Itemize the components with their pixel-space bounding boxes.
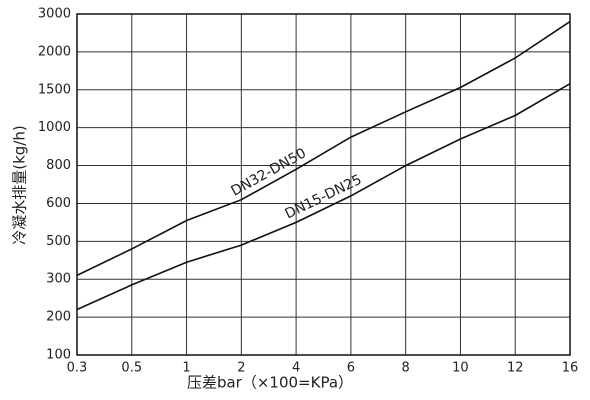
x-tick-label: 4 — [292, 361, 300, 376]
data-line — [76, 83, 571, 311]
series-label: DN15-DN25 — [283, 172, 365, 223]
y-tick-label: 800 — [46, 158, 71, 173]
data-line — [76, 20, 571, 277]
x-tick-label: 10 — [452, 361, 469, 376]
x-tick-label: 0.5 — [121, 361, 142, 376]
y-tick-label: 500 — [46, 234, 71, 249]
x-tick-label: 16 — [562, 361, 579, 376]
y-tick-label: 3000 — [38, 7, 71, 22]
x-axis-label: 压差bar（×100=KPa） — [187, 374, 353, 392]
x-tick-label: 1 — [182, 361, 190, 376]
y-tick-label: 1000 — [38, 120, 71, 135]
x-tick-label: 8 — [402, 361, 410, 376]
x-tick-label: 6 — [347, 361, 355, 376]
x-tick-label: 12 — [507, 361, 524, 376]
y-tick-label: 100 — [46, 348, 71, 363]
y-tick-label: 300 — [46, 272, 71, 287]
y-tick-label: 200 — [46, 310, 71, 325]
x-tick-label: 2 — [237, 361, 245, 376]
y-tick-label: 2000 — [38, 44, 71, 59]
x-tick-label: 0.3 — [67, 361, 88, 376]
y-axis-label: 冷凝水排量(kg/h) — [11, 125, 29, 244]
y-tick-label: 1500 — [38, 82, 71, 97]
plot-frame — [76, 13, 571, 356]
y-tick-label: 600 — [46, 196, 71, 211]
series-label: DN32-DN50 — [228, 145, 309, 199]
